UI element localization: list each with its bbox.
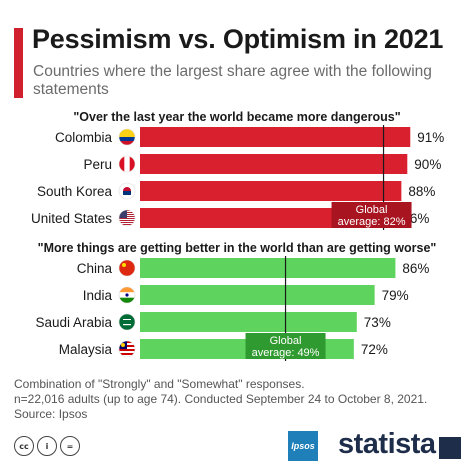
cc-icon: cc [14,436,34,456]
footer-note: Combination of "Strongly" and "Somewhat"… [14,377,305,391]
global-average-label-line1: Global [356,204,388,216]
attribution-icon: i [37,436,57,456]
china-flag-icon [118,259,136,277]
statista-logo: statista [338,428,436,460]
ipsos-logo: Ipsos [288,431,318,461]
bar [140,285,375,305]
data-label: 90% [414,157,441,172]
bar [140,312,357,332]
bar [140,258,396,278]
group-statement: "More things are getting better in the w… [38,241,437,255]
malaysia-flag-icon [118,340,136,358]
data-label: 88% [408,184,435,199]
india-flag-icon [118,286,136,304]
statista-mark-icon [439,437,461,459]
category-label: Peru [83,157,112,172]
category-label: China [77,261,113,276]
category-label: South Korea [37,184,113,199]
colombia-flag-icon [118,128,136,146]
chart-title: Pessimism vs. Optimism in 2021 [32,24,444,54]
data-label: 86% [402,261,429,276]
title-accent-bar [14,28,23,98]
bar [140,181,402,201]
data-label: 73% [364,315,391,330]
footer-source: Source: Ipsos [14,407,88,421]
category-label: Malaysia [59,342,113,357]
data-label: 91% [417,130,444,145]
south-korea-flag-icon [118,182,136,200]
footer-sample: n=22,016 adults (up to age 74). Conducte… [14,392,428,406]
license-icons: cc i = [14,436,80,456]
category-label: Colombia [55,130,113,145]
category-label: India [83,288,113,303]
category-label: Saudi Arabia [35,315,112,330]
chart-subtitle: Countries where the largest share agree … [33,63,432,98]
data-label: 72% [361,342,388,357]
global-average-label-line2: average: 49% [252,347,320,359]
group-statement: "Over the last year the world became mor… [73,110,400,124]
data-label: 79% [382,288,409,303]
global-average-label-box [331,202,412,228]
no-derivatives-icon: = [60,436,80,456]
bar [140,127,411,147]
global-average-label-box [245,333,326,359]
bar [140,154,408,174]
global-average-label-line2: average: 82% [338,216,406,228]
saudi-arabia-flag-icon [118,313,136,331]
united-states-flag-icon [118,209,136,227]
peru-flag-icon [118,155,136,173]
category-label: United States [31,211,112,226]
global-average-label-line1: Global [270,335,302,347]
